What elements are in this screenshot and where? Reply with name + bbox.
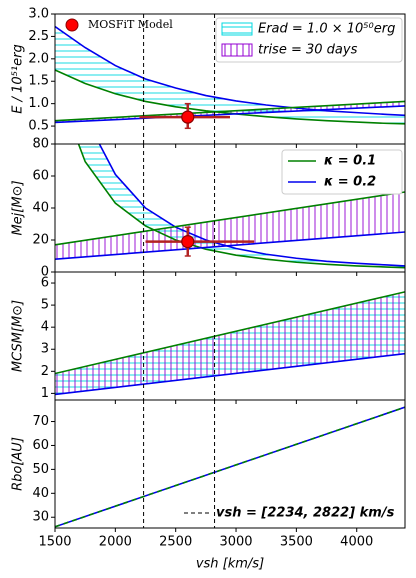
y-tick-label: 60 [32,169,49,184]
x-tick-label: 1500 [38,535,71,550]
series-line [55,231,405,260]
y-tick-label: 20 [32,233,49,248]
legend-patch [221,43,253,57]
hatched-region [55,291,405,395]
legend-marker [65,18,79,32]
legend-label: κ = 0.2 [324,175,376,190]
axes-frame [54,399,406,529]
x-tick-label: 2000 [99,535,132,550]
series-line [55,291,405,375]
x-tick-label: 4000 [340,535,373,550]
x-tick-label: 3500 [280,535,313,550]
y-tick-label: 0 [41,265,49,280]
series-line [55,191,405,246]
x-tick-label: 2500 [159,535,192,550]
y-tick-label: 40 [32,201,49,216]
series-line [77,144,405,269]
plot-area [55,144,405,272]
legend-label: Erad = 1.0 × 10⁵⁰erg [258,22,395,37]
y-tick-label: 1.0 [28,96,49,111]
legend-label: MOSFiT Model [88,18,173,31]
point [181,235,195,249]
y-tick-label: 1.5 [28,74,49,89]
series-line [98,144,405,267]
series-line [55,100,405,122]
legend-label: trise = 30 days [258,43,358,58]
y-axis-label: Rbo[AU] [11,437,26,491]
plot-area [55,272,405,400]
series-line [55,105,405,124]
y-axis-label: MCSM[M⊙] [11,300,26,372]
legend-frame [215,17,403,63]
y-tick-label: 60 [32,438,49,453]
x-tick-label: 3000 [219,535,252,550]
point [181,110,195,124]
y-tick-label: 6 [41,276,49,291]
y-tick-label: 70 [32,414,49,429]
y-axis-label: Mej[M⊙] [11,180,26,235]
legend-label: κ = 0.1 [324,154,376,169]
y-tick-label: 30 [32,510,49,525]
y-tick-label: 80 [32,137,49,152]
series-line [55,406,405,528]
plot-area [55,400,405,528]
legend-patch [221,22,253,36]
y-axis-label: E / 10⁵¹erg [11,44,26,113]
y-tick-label: 2 [41,364,49,379]
y-tick-label: 2.0 [28,51,49,66]
y-tick-label: 0.5 [28,119,49,134]
series-line [55,25,405,117]
x-axis-label: vsh [km/s] [196,557,264,572]
y-tick-label: 1 [41,386,49,401]
y-tick-label: 3.0 [28,7,49,22]
y-tick-label: 50 [32,462,49,477]
legend-label: vsh = [2234, 2822] km/s [216,506,395,521]
series-line [55,352,405,396]
y-tick-label: 40 [32,486,49,501]
y-tick-label: 3 [41,342,49,357]
y-tick-label: 4 [41,320,49,335]
y-tick-label: 2.5 [28,29,49,44]
y-tick-label: 5 [41,298,49,313]
